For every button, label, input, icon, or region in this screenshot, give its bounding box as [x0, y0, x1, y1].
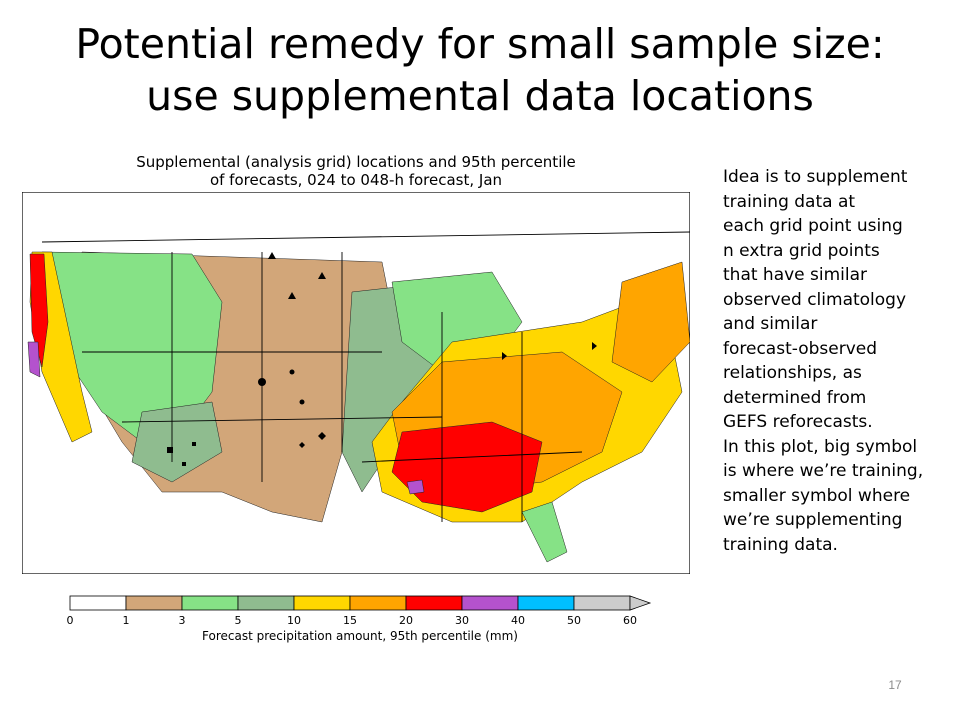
colorbar-segment [405, 595, 463, 611]
colorbar-arrow [629, 595, 652, 611]
description-line: relationships, as [723, 363, 862, 383]
boundary-line [121, 416, 443, 423]
description-line: determined from [723, 387, 867, 408]
colorbar-tick-label: 3 [179, 614, 186, 627]
symbol-circle [299, 399, 305, 405]
colorbar-segments [69, 595, 631, 611]
region-southeast-purple [406, 479, 425, 495]
map-title: Supplemental (analysis grid) locations a… [22, 153, 690, 189]
symbol-square [192, 442, 196, 446]
page-number: 17 [888, 678, 902, 692]
colorbar-tick-label: 10 [287, 614, 301, 627]
colorbar-segment [517, 595, 575, 611]
colorbar-segment [181, 595, 239, 611]
region-coast-heavy [29, 253, 49, 368]
symbol-circle [258, 378, 266, 386]
colorbar-tick-labels: 0 1 3 5 10 15 20 30 40 50 60 [67, 614, 638, 627]
symbol-triangle [288, 292, 296, 299]
colorbar-tick-label: 0 [67, 614, 74, 627]
symbol-triangle [268, 252, 276, 259]
colorbar-segment [349, 595, 407, 611]
colorbar-segment [69, 595, 127, 611]
colorbar-segment [237, 595, 295, 611]
slide-title: Potential remedy for small sample size: … [0, 18, 960, 122]
description-line: n extra grid points [723, 240, 880, 261]
slide-title-line-2: use supplemental data locations [146, 72, 814, 120]
colorbar-segment [573, 595, 631, 611]
region-florida [521, 501, 568, 563]
description-line: training data at [723, 191, 856, 212]
symbol-right-triangle [502, 352, 507, 360]
description-line: we’re supplementing [723, 510, 903, 530]
precipitation-regions [27, 251, 690, 563]
colorbar: 0 1 3 5 10 15 20 30 40 50 60 Forecast precipitatio… [67, 595, 652, 643]
description-line: forecast-observed [723, 338, 878, 359]
symbol-triangle [318, 272, 326, 279]
precipitation-map [22, 192, 690, 574]
border-line [41, 231, 690, 243]
colorbar-tick-label: 60 [623, 614, 637, 627]
region-rockies [131, 401, 223, 483]
symbol-square [182, 462, 186, 466]
colorbar-segment [125, 595, 183, 611]
description-line: training data. [723, 534, 838, 555]
colorbar-tick-label: 15 [343, 614, 357, 627]
map-title-line-1: Supplemental (analysis grid) locations a… [136, 153, 576, 171]
colorbar-tick-label: 30 [455, 614, 469, 627]
location-symbols [167, 252, 597, 466]
region-southeast-red [391, 421, 543, 513]
colorbar-tick-label: 40 [511, 614, 525, 627]
symbol-diamond [299, 442, 305, 448]
symbol-right-triangle [592, 342, 597, 350]
description-line: and similar [723, 314, 818, 334]
region-coast-extreme [27, 341, 41, 378]
description-line: smaller symbol where [723, 485, 911, 506]
slide-title-line-1: Potential remedy for small sample size: [75, 20, 885, 68]
colorbar-tick-label: 20 [399, 614, 413, 627]
description-line: is where we’re training, [723, 461, 924, 481]
description-line: each grid point using [723, 216, 903, 236]
colorbar-tick-label: 1 [123, 614, 130, 627]
description-line: Idea is to supplement [723, 167, 908, 187]
boundary-line [361, 451, 583, 463]
map-title-line-2: of forecasts, 024 to 048-h forecast, Jan [209, 171, 503, 189]
colorbar-segment [461, 595, 519, 611]
colorbar-label: Forecast precipitation amount, 95th perc… [202, 629, 518, 643]
region-northeast [611, 261, 690, 383]
symbol-square [167, 447, 173, 453]
description-line: observed climatology [723, 289, 907, 310]
state-boundaries [41, 231, 690, 522]
colorbar-segment [293, 595, 351, 611]
description-line: that have similar [723, 265, 868, 285]
description-line: GEFS reforecasts. [723, 412, 873, 432]
colorbar-tick-label: 5 [235, 614, 242, 627]
description-text: Idea is to supplement training data at eac… [723, 165, 958, 557]
symbol-circle [289, 369, 295, 375]
symbol-diamond [318, 432, 326, 440]
colorbar-tick-label: 50 [567, 614, 581, 627]
description-line: In this plot, big symbol [723, 436, 918, 457]
